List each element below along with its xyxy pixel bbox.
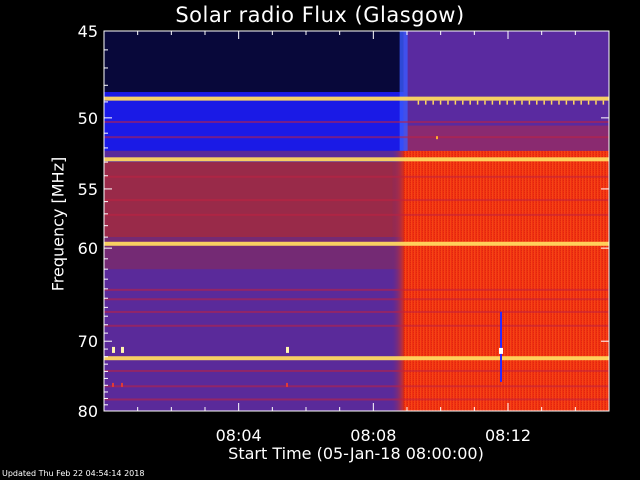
- band-dot-13: [513, 100, 516, 105]
- band-dot-23: [587, 100, 590, 105]
- y-axis: 45 50 55 60 70 80: [78, 22, 609, 421]
- y-tick-label-70: 70: [78, 332, 98, 351]
- bright-band-0: [104, 96, 609, 101]
- burst-onset-edge: [391, 150, 404, 411]
- band-dot-12: [506, 100, 508, 105]
- faint-band-6: [104, 298, 609, 301]
- y-tick-label-60: 60: [78, 239, 98, 258]
- faint-band-3: [104, 199, 609, 202]
- spectral-bands: [104, 96, 609, 401]
- band-dot-14: [521, 100, 523, 105]
- band-dot-1: [425, 100, 427, 105]
- faint-band-0: [104, 120, 609, 123]
- band-dot-10: [491, 100, 494, 105]
- interference-spike-0: [112, 346, 115, 353]
- band-dot-17: [543, 100, 545, 105]
- x-tick-label-0: 08:04: [216, 426, 262, 445]
- band-dot-20: [565, 100, 568, 105]
- bright-band-3: [104, 356, 609, 361]
- x-tick-label-2: 08:12: [485, 426, 531, 445]
- chart-title: Solar radio Flux (Glasgow): [175, 3, 465, 27]
- band-dot-11: [499, 100, 501, 105]
- spectrogram-image: [104, 31, 609, 411]
- band-dot-19: [558, 100, 560, 105]
- band-dot-9: [484, 100, 486, 105]
- band-dot-5: [454, 100, 457, 105]
- x-axis: 08:04 08:08 08:12: [137, 31, 576, 445]
- faint-band-2: [104, 175, 609, 178]
- band-dot-15: [528, 100, 531, 105]
- faint-band-4: [104, 213, 609, 216]
- bright-band-1: [104, 157, 609, 162]
- post-burst-top-lower: [403, 125, 609, 151]
- faint-band-10: [104, 385, 609, 388]
- y-tick-label-45: 45: [78, 22, 98, 41]
- band-dot-18: [550, 100, 553, 105]
- vertical-dropout: [500, 311, 502, 382]
- faint-band-7: [104, 310, 609, 313]
- y-tick-label-80: 80: [78, 402, 98, 421]
- pre-burst-dark-strip: [104, 31, 404, 93]
- band-dot-8: [476, 100, 479, 105]
- band-dot-3: [439, 100, 442, 105]
- small-burst-dot: [436, 136, 438, 140]
- faint-band-9: [104, 369, 609, 372]
- post-burst-texture: [403, 150, 609, 411]
- band-dot-25: [602, 100, 605, 105]
- band-dot-2: [432, 100, 434, 105]
- interference-tail-1: [121, 382, 123, 387]
- band-dot-16: [536, 100, 538, 105]
- plot-frame: [103, 30, 610, 412]
- band-dot-4: [447, 100, 449, 105]
- faint-band-8: [104, 324, 609, 327]
- burst-onset-top-edge: [399, 31, 408, 151]
- dropout-spike: [499, 347, 503, 354]
- interference-tail-0: [112, 382, 114, 387]
- updated-timestamp: Updated Thu Feb 22 04:54:14 2018: [2, 469, 145, 478]
- interference-spike-2: [286, 346, 289, 353]
- interference-spike-1: [121, 346, 124, 353]
- faint-band-5: [104, 288, 609, 291]
- y-axis-label: Frequency [MHz]: [48, 156, 68, 292]
- band-dot-22: [580, 100, 582, 105]
- faint-band-1: [104, 136, 609, 139]
- band-dot-21: [573, 100, 575, 105]
- y-tick-label-55: 55: [78, 180, 98, 199]
- x-axis-label: Start Time (05-Jan-18 08:00:00): [228, 444, 484, 463]
- interference-tail-2: [286, 382, 288, 387]
- band-dot-0: [417, 100, 420, 105]
- faint-band-11: [104, 398, 609, 401]
- bright-band-2: [104, 241, 609, 246]
- band-dot-24: [595, 100, 597, 105]
- band-dot-7: [469, 100, 471, 105]
- x-tick-label-1: 08:08: [350, 426, 396, 445]
- band-dot-6: [462, 100, 464, 105]
- y-tick-label-50: 50: [78, 109, 98, 128]
